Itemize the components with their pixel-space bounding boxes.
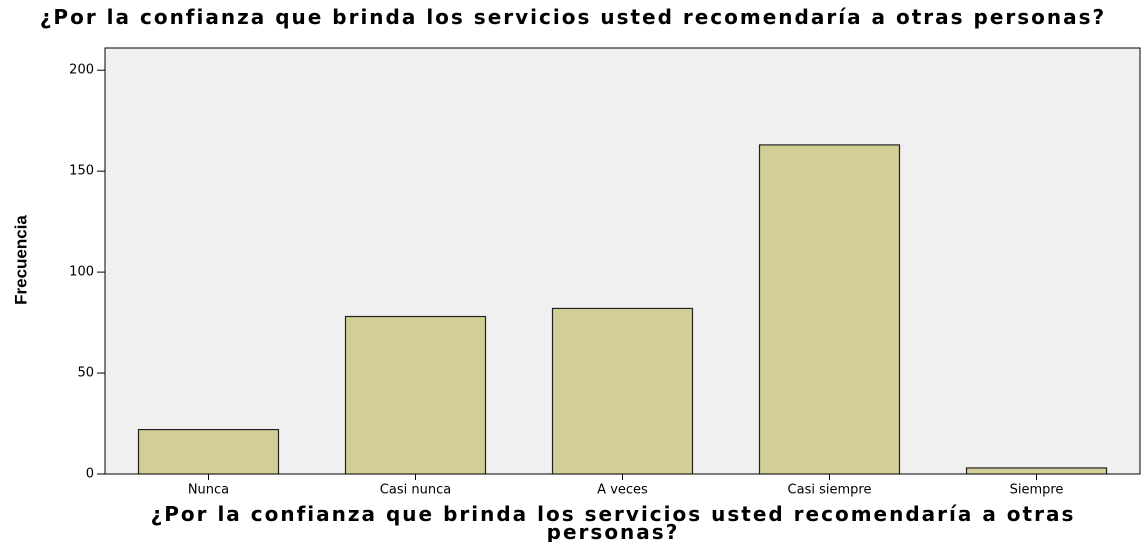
- y-tick-label: 100: [69, 265, 94, 280]
- chart-title: ¿Por la confianza que brinda los servici…: [39, 5, 1107, 29]
- x-tick-label: Casi nunca: [380, 483, 451, 498]
- x-tick-label: Nunca: [188, 483, 229, 498]
- bar: [137, 428, 280, 475]
- x-tick-label: Casi siempre: [788, 483, 872, 498]
- x-axis-label: ¿Por la confianza que brinda los servici…: [150, 502, 1076, 542]
- y-tick-label: 200: [69, 63, 94, 78]
- bar: [344, 315, 487, 475]
- y-tick-label: 50: [77, 366, 94, 381]
- x-tick-label: A veces: [597, 483, 648, 498]
- y-tick-label: 0: [86, 467, 94, 482]
- y-axis-label: Frecuencia: [11, 215, 30, 305]
- bar: [758, 144, 901, 475]
- bar: [551, 307, 694, 475]
- y-tick-label: 150: [69, 164, 94, 179]
- x-tick-label: Siempre: [1010, 483, 1064, 498]
- bar: [965, 467, 1108, 475]
